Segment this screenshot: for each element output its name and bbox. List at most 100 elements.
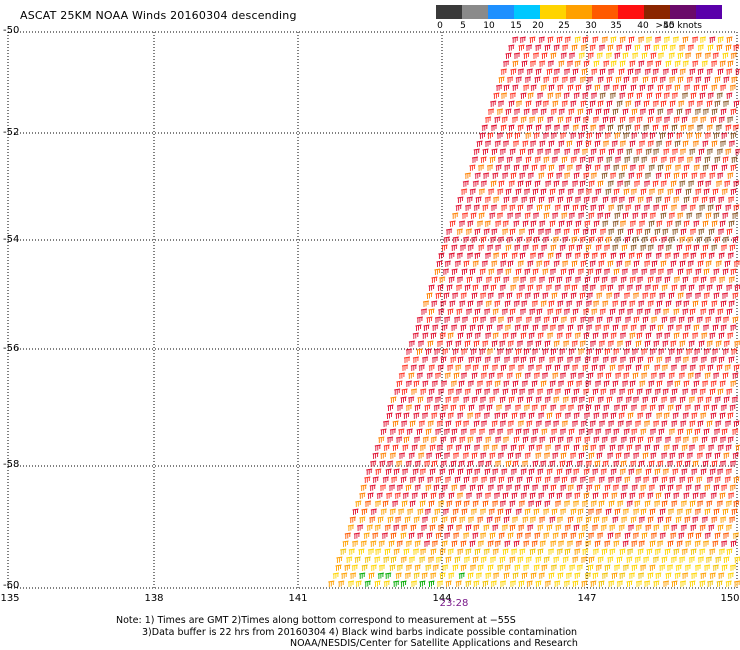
colorbar-swatch [696,5,722,19]
wind-barb [398,508,405,515]
wind-barb [488,188,495,195]
wind-barb [705,316,712,323]
wind-barb [617,420,624,427]
wind-barb [633,316,640,323]
wind-barb [514,564,521,571]
wind-barb [589,100,596,107]
wind-barb [599,364,606,371]
wind-barb [524,268,531,275]
wind-barb [729,484,736,491]
wind-barb [566,460,573,467]
wind-barb [577,508,584,515]
wind-barb [489,212,496,219]
wind-barb [689,148,696,155]
wind-barb [467,220,474,227]
wind-barb [572,308,579,315]
wind-barb [538,36,545,43]
wind-barb [562,236,569,243]
wind-barb [598,340,605,347]
wind-barb [428,580,435,587]
wind-barb [419,500,426,507]
wind-barb [412,356,419,363]
wind-barb [628,36,635,43]
wind-barb [703,404,710,411]
wind-barb [420,524,428,531]
wind-barb [447,332,454,339]
wind-barb [489,556,497,563]
wind-barb [527,172,534,179]
wind-barb [637,412,644,419]
wind-barb [619,388,626,395]
wind-barb [380,508,387,515]
wind-barb [518,444,525,451]
wind-barb [644,44,651,51]
wind-barb [656,300,663,307]
wind-barb [665,164,672,171]
wind-barb [444,476,452,483]
wind-barb [478,428,486,435]
wind-barb [575,220,582,227]
wind-barb [571,44,578,51]
wind-barb [516,532,523,539]
wind-barb [643,204,650,211]
wind-barb [500,364,507,371]
wind-barb [567,516,574,523]
wind-barb [615,76,622,83]
wind-barb [509,204,516,211]
wind-barb [598,500,605,507]
wind-barb [533,508,540,515]
wind-barb [541,564,548,571]
wind-barb [544,340,551,347]
wind-barb [665,300,672,307]
wind-barb [515,316,523,323]
wind-barb [702,324,710,331]
wind-barb [573,388,580,395]
wind-barb [667,188,674,195]
wind-barb [524,372,531,379]
wind-barb [553,180,560,187]
wind-barb [499,420,506,427]
wind-barb [609,444,616,451]
wind-barb [386,492,393,499]
wind-barb [622,380,629,387]
wind-barb [581,148,589,155]
wind-barb [558,60,565,67]
wind-barb [482,364,489,371]
wind-barb [499,580,507,587]
wind-barb [465,492,473,499]
wind-barb [677,428,684,435]
wind-barb [652,124,659,131]
wind-barb [706,340,713,347]
lon-label-144: 144 [432,593,452,604]
wind-barb [482,500,489,507]
wind-barb [631,564,638,571]
wind-barb [731,156,738,163]
wind-barb [378,540,385,547]
wind-barb [370,460,377,467]
wind-barb [463,476,470,483]
wind-barb [726,92,733,99]
wind-barb [626,284,633,291]
wind-barb [364,500,372,507]
wind-barb [639,380,646,387]
wind-barb [667,540,674,547]
wind-barb [638,164,645,171]
wind-barb [699,388,706,395]
wind-barb [403,356,411,363]
wind-barb [689,364,696,371]
wind-barb [671,420,678,427]
colorbar-tick-label: 40 [637,21,649,31]
wind-barb [481,124,488,131]
wind-barb [634,204,641,211]
wind-barb [682,436,689,443]
wind-barb [472,260,479,267]
wind-barb [646,548,653,555]
wind-barb [358,548,365,555]
lat-label-50: -50 [3,25,20,36]
wind-barb [472,476,479,483]
wind-barb [699,92,706,99]
wind-barb [536,204,543,211]
wind-barb [711,300,718,307]
wind-barb [535,556,542,563]
wind-barb [379,484,387,491]
